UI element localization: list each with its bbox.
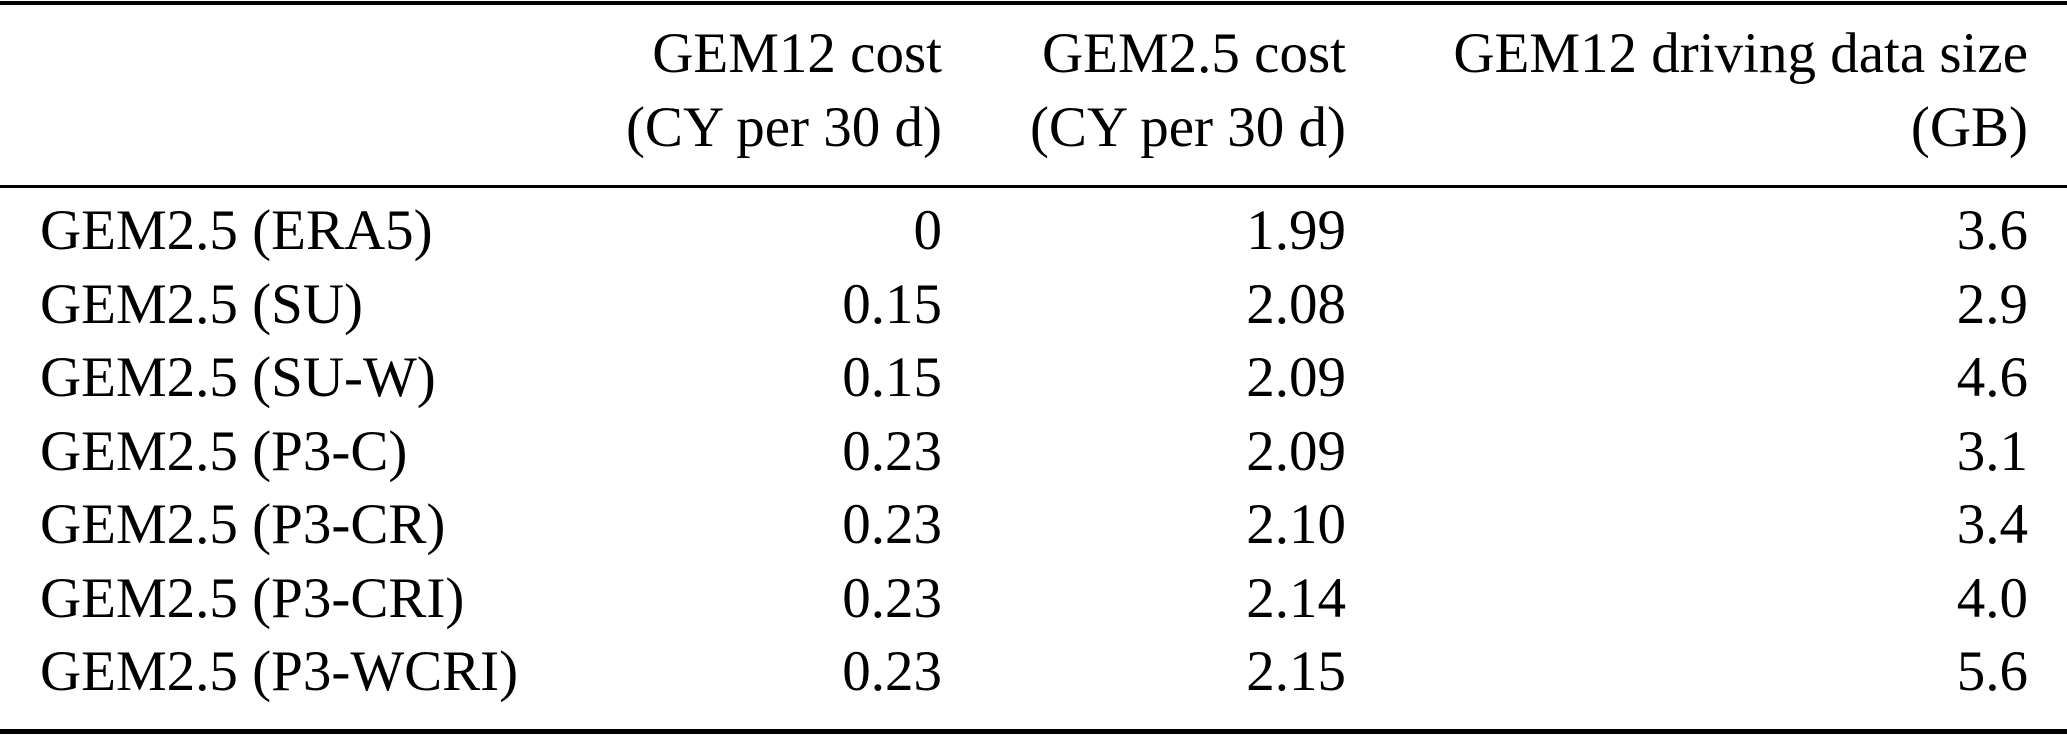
row-gem25-cost-value: 2.09 (1246, 346, 1346, 409)
row-driving-data-size-value: 4.6 (1956, 346, 2028, 409)
header-label-line: GEM2.5 cost (1042, 22, 1346, 85)
row-gem12-cost-value: 0.23 (842, 493, 942, 556)
row-gem12-cost-value: 0.23 (842, 419, 942, 483)
header-label-line: (CY per 30 d) (1029, 96, 1346, 159)
row-gem12-cost-value: 0.15 (842, 272, 942, 336)
row-gem25-cost-value: 2.09 (1246, 419, 1346, 483)
row-gem12-cost-value: 0.23 (842, 566, 942, 630)
table-row: GEM2.5 (P3-WCRI) 0.23 2.15 5.6 (0, 635, 2067, 709)
row-gem12-cost-value: 0 (913, 199, 943, 262)
row-model-label: GEM2.5 (SU) (40, 272, 363, 336)
row-driving-data-size-value: 3.1 (1956, 419, 2028, 483)
table-row: GEM2.5 (SU-W) 0.15 2.09 4.6 (0, 341, 2067, 415)
row-gem25-cost-value: 2.15 (1246, 640, 1346, 703)
table-row: GEM2.5 (SU) 0.15 2.08 2.9 (0, 268, 2067, 342)
table-row: GEM2.5 (P3-CR) 0.23 2.10 3.4 (0, 488, 2067, 562)
header-label-line: (GB) (1910, 96, 2028, 159)
table-header-cell-gem25-cost: GEM2.5 cost (CY per 30 d) (942, 17, 1346, 165)
table-body: GEM2.5 (ERA5) 0 1.99 3.6 GEM2.5 (SU) 0.1… (0, 188, 2067, 709)
row-gem25-cost-value: 1.99 (1246, 199, 1346, 262)
row-driving-data-size-value: 4.0 (1956, 566, 2028, 630)
table-header-cell-gem12-cost: GEM12 cost (CY per 30 d) (540, 17, 942, 165)
row-gem25-cost-value: 2.08 (1246, 272, 1346, 336)
table-header-cell-driving-data-size: GEM12 driving data size (GB) (1346, 17, 2028, 165)
table-header-cell-model (40, 17, 540, 165)
row-driving-data-size-value: 2.9 (1956, 272, 2028, 336)
row-model-label: GEM2.5 (P3-C) (40, 419, 408, 483)
table-body-inner: GEM2.5 (ERA5) 0 1.99 3.6 GEM2.5 (SU) 0.1… (0, 188, 2067, 709)
row-model-label: GEM2.5 (P3-WCRI) (40, 640, 519, 703)
row-model-label: GEM2.5 (SU-W) (40, 346, 436, 409)
row-gem25-cost-value: 2.10 (1246, 493, 1346, 556)
row-model-label: GEM2.5 (ERA5) (40, 199, 433, 262)
row-gem12-cost-value: 0.15 (842, 346, 942, 409)
table-row: GEM2.5 (P3-C) 0.23 2.09 3.1 (0, 415, 2067, 489)
header-label-line: GEM12 cost (652, 22, 942, 85)
row-driving-data-size-value: 3.6 (1956, 199, 2028, 262)
table-row: GEM2.5 (P3-CRI) 0.23 2.14 4.0 (0, 562, 2067, 636)
header-label-line: (CY per 30 d) (625, 96, 942, 159)
table-header-row: GEM12 cost (CY per 30 d) GEM2.5 cost (CY… (0, 5, 2067, 165)
row-driving-data-size-value: 5.6 (1956, 640, 2028, 703)
row-driving-data-size-value: 3.4 (1956, 493, 2028, 556)
header-label-line: GEM12 driving data size (1453, 22, 2028, 85)
row-model-label: GEM2.5 (P3-CRI) (40, 566, 465, 630)
row-gem25-cost-value: 2.14 (1246, 566, 1346, 630)
table-bottom-rule (0, 729, 2067, 734)
row-model-label: GEM2.5 (P3-CR) (40, 493, 446, 556)
table-top-rule (0, 1, 2067, 5)
row-gem12-cost-value: 0.23 (842, 640, 942, 703)
table-row: GEM2.5 (ERA5) 0 1.99 3.6 (0, 194, 2067, 268)
table-header-rule (0, 185, 2067, 188)
